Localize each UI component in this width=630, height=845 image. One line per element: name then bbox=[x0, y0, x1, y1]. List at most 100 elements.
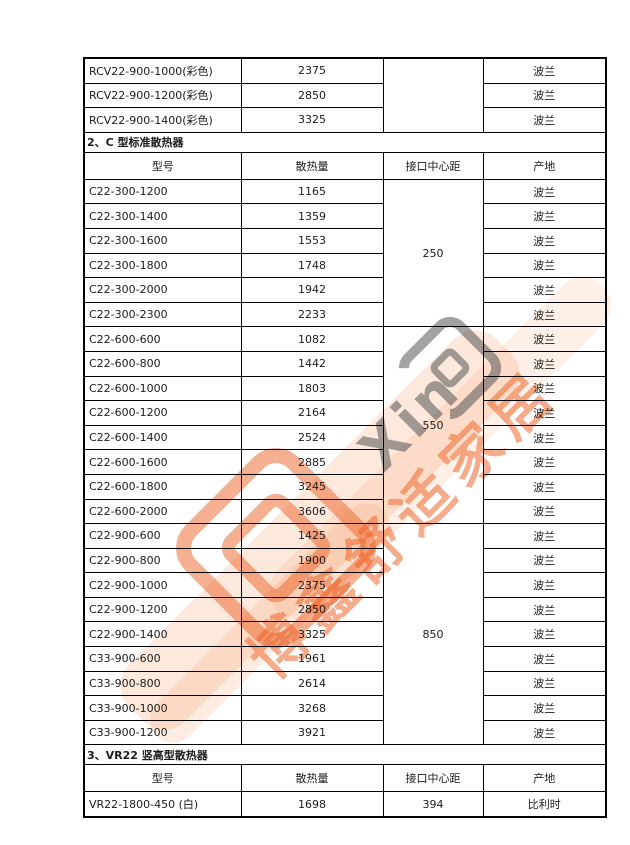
heat-output-cell: 2614 bbox=[240, 670, 384, 697]
column-header: 产地 bbox=[482, 151, 607, 180]
center-distance-cell: 850 bbox=[382, 523, 484, 746]
spec-row: C22-600-1800 3245 波兰 bbox=[83, 473, 607, 500]
origin-cell: 波兰 bbox=[482, 449, 607, 475]
heat-output-cell: 2375 bbox=[240, 57, 384, 84]
model-cell: RCV22-900-1400(彩色) bbox=[83, 107, 242, 133]
heat-output-cell: 1748 bbox=[240, 252, 384, 279]
model-cell: C22-600-1000 bbox=[83, 375, 242, 402]
section-title-row: 3、VR22 竖高型散热器 bbox=[83, 744, 607, 766]
spec-row: C22-300-2000 1942 波兰 bbox=[83, 277, 607, 303]
section-title: 2、C 型标准散热器 bbox=[83, 131, 607, 153]
center-distance-cell: 250 bbox=[382, 178, 484, 328]
spec-row: RCV22-900-1400(彩色) 3325 波兰 bbox=[83, 107, 607, 133]
spec-row: C33-900-1000 3268 波兰 bbox=[83, 695, 607, 721]
model-cell: C33-900-800 bbox=[83, 670, 242, 697]
origin-cell: 波兰 bbox=[482, 596, 607, 623]
spec-row: C22-900-1000 2375 波兰 bbox=[83, 572, 607, 598]
model-cell: C22-600-2000 bbox=[83, 498, 242, 525]
origin-cell: 波兰 bbox=[482, 57, 607, 84]
spec-row: C22-600-1000 1803 波兰 bbox=[83, 375, 607, 402]
heat-output-cell: 1442 bbox=[240, 350, 384, 377]
model-cell: C22-300-1200 bbox=[83, 178, 242, 205]
model-cell: C22-900-600 bbox=[83, 523, 242, 549]
spec-row: C22-300-1600 1553 波兰 bbox=[83, 227, 607, 254]
center-distance-cell: 550 bbox=[382, 326, 484, 525]
heat-output-cell: 1082 bbox=[240, 326, 384, 352]
origin-cell: 波兰 bbox=[482, 547, 607, 574]
column-header: 型号 bbox=[83, 764, 242, 793]
heat-output-cell: 1942 bbox=[240, 277, 384, 303]
spec-row: C22-600-1600 2885 波兰 bbox=[83, 449, 607, 475]
heat-output-cell: 1359 bbox=[240, 203, 384, 229]
heat-output-cell: 3245 bbox=[240, 473, 384, 500]
spec-row: C22-300-1200 1165 250 波兰 bbox=[83, 178, 607, 328]
spec-row: VR22-1800-450 (白) 1698 394 比利时 bbox=[83, 791, 607, 818]
model-cell: C33-900-1200 bbox=[83, 719, 242, 746]
origin-cell: 波兰 bbox=[482, 326, 607, 352]
model-cell: C22-600-1600 bbox=[83, 449, 242, 475]
heat-output-cell: 1553 bbox=[240, 227, 384, 254]
spec-row: C22-600-2000 3606 波兰 bbox=[83, 498, 607, 525]
column-header: 产地 bbox=[482, 764, 607, 793]
spec-row: C22-600-600 1082 550 波兰 bbox=[83, 326, 607, 525]
origin-cell: 波兰 bbox=[482, 523, 607, 549]
model-cell: C33-900-600 bbox=[83, 646, 242, 672]
origin-cell: 波兰 bbox=[482, 498, 607, 525]
heat-output-cell: 2524 bbox=[240, 424, 384, 451]
origin-cell: 波兰 bbox=[482, 178, 607, 205]
origin-cell: 波兰 bbox=[482, 350, 607, 377]
center-distance-cell bbox=[382, 57, 484, 133]
spec-row: RCV22-900-1000(彩色) 2375 波兰 bbox=[83, 57, 607, 133]
origin-cell: 波兰 bbox=[482, 277, 607, 303]
model-cell: C22-600-1400 bbox=[83, 424, 242, 451]
heat-output-cell: 2850 bbox=[240, 596, 384, 623]
model-cell: C22-600-1200 bbox=[83, 400, 242, 426]
model-cell: C22-600-800 bbox=[83, 350, 242, 377]
spec-table: RCV22-900-1000(彩色) 2375 波兰 RCV22-900-1200(彩… bbox=[83, 57, 607, 819]
spec-row: C22-900-800 1900 波兰 bbox=[83, 547, 607, 574]
spec-row: C22-300-1800 1748 波兰 bbox=[83, 252, 607, 279]
column-header-row: 型号 散热量 接口中心距 产地 bbox=[83, 151, 607, 180]
origin-cell: 波兰 bbox=[482, 473, 607, 500]
origin-cell: 波兰 bbox=[482, 375, 607, 402]
column-header: 散热量 bbox=[240, 151, 384, 180]
spec-row: C22-900-1400 3325 波兰 bbox=[83, 621, 607, 648]
model-cell: C22-300-2000 bbox=[83, 277, 242, 303]
model-cell: C22-900-1200 bbox=[83, 596, 242, 623]
model-cell: VR22-1800-450 (白) bbox=[83, 791, 242, 818]
section-title: 3、VR22 竖高型散热器 bbox=[83, 744, 607, 766]
origin-cell: 波兰 bbox=[482, 227, 607, 254]
spec-row: C22-600-1200 2164 波兰 bbox=[83, 400, 607, 426]
origin-cell: 波兰 bbox=[482, 252, 607, 279]
origin-cell: 比利时 bbox=[482, 791, 607, 818]
spec-row: C33-900-1200 3921 波兰 bbox=[83, 719, 607, 746]
origin-cell: 波兰 bbox=[482, 400, 607, 426]
origin-cell: 波兰 bbox=[482, 646, 607, 672]
spec-row: C22-900-600 1425 850 波兰 bbox=[83, 523, 607, 746]
spec-row: C33-900-800 2614 波兰 bbox=[83, 670, 607, 697]
heat-output-cell: 3325 bbox=[240, 107, 384, 133]
model-cell: C22-900-800 bbox=[83, 547, 242, 574]
heat-output-cell: 3268 bbox=[240, 695, 384, 721]
heat-output-cell: 1961 bbox=[240, 646, 384, 672]
column-header-row: 型号 散热量 接口中心距 产地 bbox=[83, 764, 607, 793]
spec-row: C33-900-600 1961 波兰 bbox=[83, 646, 607, 672]
heat-output-cell: 2885 bbox=[240, 449, 384, 475]
origin-cell: 波兰 bbox=[482, 670, 607, 697]
heat-output-cell: 1425 bbox=[240, 523, 384, 549]
column-header: 接口中心距 bbox=[382, 151, 484, 180]
spec-row: RCV22-900-1200(彩色) 2850 波兰 bbox=[83, 82, 607, 109]
origin-cell: 波兰 bbox=[482, 621, 607, 648]
spec-row: C22-300-2300 2233 波兰 bbox=[83, 301, 607, 328]
origin-cell: 波兰 bbox=[482, 572, 607, 598]
model-cell: C22-900-1000 bbox=[83, 572, 242, 598]
model-cell: C22-300-1600 bbox=[83, 227, 242, 254]
origin-cell: 波兰 bbox=[482, 107, 607, 133]
origin-cell: 波兰 bbox=[482, 82, 607, 109]
model-cell: RCV22-900-1200(彩色) bbox=[83, 82, 242, 109]
origin-cell: 波兰 bbox=[482, 203, 607, 229]
heat-output-cell: 1803 bbox=[240, 375, 384, 402]
model-cell: C22-900-1400 bbox=[83, 621, 242, 648]
model-cell: C22-300-2300 bbox=[83, 301, 242, 328]
